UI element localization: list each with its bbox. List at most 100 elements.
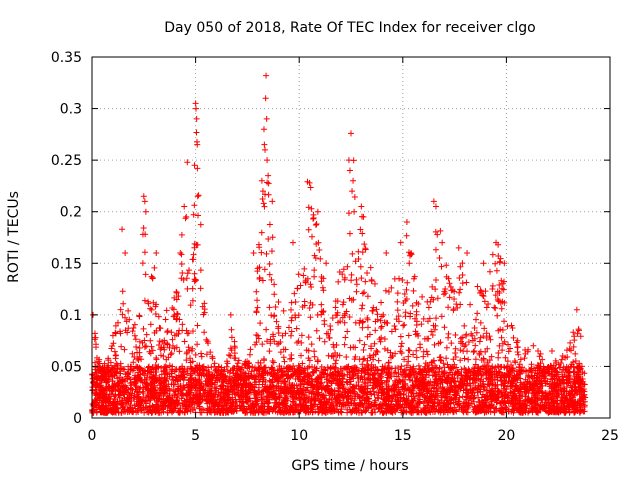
data-point: [216, 408, 223, 415]
data-point: [265, 180, 272, 187]
data-point: [125, 325, 132, 332]
data-point: [129, 386, 136, 393]
data-point: [361, 374, 368, 381]
data-point: [463, 279, 470, 286]
data-point: [558, 404, 565, 411]
data-point: [289, 393, 296, 400]
data-point: [259, 341, 266, 348]
data-point: [360, 347, 367, 354]
data-point: [141, 337, 148, 344]
data-point: [492, 395, 499, 402]
data-point: [256, 276, 263, 283]
data-point: [269, 357, 276, 364]
data-point: [173, 288, 180, 295]
data-point: [559, 393, 566, 400]
data-point: [116, 388, 123, 395]
data-point: [118, 409, 125, 416]
data-point: [296, 364, 303, 371]
data-point: [269, 234, 276, 241]
data-point: [332, 371, 339, 378]
data-point: [507, 383, 514, 390]
data-point: [168, 329, 175, 336]
data-point: [128, 363, 135, 370]
data-point: [385, 359, 392, 366]
data-point: [164, 402, 171, 409]
chart-title: Day 050 of 2018, Rate Of TEC Index for r…: [164, 20, 535, 36]
data-point: [314, 358, 321, 365]
data-point: [575, 371, 582, 378]
data-point: [496, 258, 503, 265]
data-point: [161, 375, 168, 382]
data-point: [470, 398, 477, 405]
data-point: [398, 340, 405, 347]
data-point: [170, 313, 177, 320]
data-point: [287, 332, 294, 339]
data-point: [287, 355, 294, 362]
data-point: [537, 385, 544, 392]
data-point: [271, 291, 278, 298]
data-point: [577, 333, 584, 340]
data-point: [486, 268, 493, 275]
data-point: [476, 402, 483, 409]
data-point: [517, 386, 524, 393]
data-point: [415, 378, 422, 385]
data-point: [417, 387, 424, 394]
data-point: [467, 376, 474, 383]
data-point: [142, 397, 149, 404]
data-point: [193, 129, 200, 136]
data-point: [528, 373, 535, 380]
data-point: [310, 370, 317, 377]
data-point: [575, 364, 582, 371]
data-point: [188, 347, 195, 354]
data-point: [116, 374, 123, 381]
data-point: [378, 379, 385, 386]
data-point: [193, 395, 200, 402]
data-point: [228, 334, 235, 341]
data-point: [403, 401, 410, 408]
data-point: [308, 233, 315, 240]
data-point: [121, 406, 128, 413]
data-point: [235, 357, 242, 364]
data-point: [213, 372, 220, 379]
data-point: [412, 331, 419, 338]
data-point: [178, 395, 185, 402]
data-point: [142, 271, 149, 278]
data-point: [565, 406, 572, 413]
data-point: [175, 293, 182, 300]
data-point: [274, 409, 281, 416]
data-point: [452, 353, 459, 360]
data-point: [310, 211, 317, 218]
data-point: [358, 275, 365, 282]
data-point: [513, 394, 520, 401]
data-point: [184, 285, 191, 292]
data-point: [112, 392, 119, 399]
data-point: [399, 371, 406, 378]
data-point: [375, 395, 382, 402]
data-point: [164, 341, 171, 348]
data-point: [287, 404, 294, 411]
data-point: [445, 304, 452, 311]
data-point: [372, 327, 379, 334]
data-point: [484, 394, 491, 401]
data-point: [146, 348, 153, 355]
data-point: [471, 347, 478, 354]
data-point: [552, 365, 559, 372]
data-point: [295, 271, 302, 278]
data-point: [532, 400, 539, 407]
data-point: [392, 383, 399, 390]
data-point: [186, 390, 193, 397]
data-point: [187, 355, 194, 362]
data-point: [361, 367, 368, 374]
data-point: [458, 371, 465, 378]
data-point: [308, 283, 315, 290]
data-point: [129, 350, 136, 357]
data-point: [456, 394, 463, 401]
data-point: [482, 397, 489, 404]
data-point: [470, 348, 477, 355]
data-point: [272, 303, 279, 310]
data-point: [180, 276, 187, 283]
data-point: [501, 364, 508, 371]
data-point: [339, 314, 346, 321]
data-point: [265, 191, 272, 198]
data-point: [414, 409, 421, 416]
